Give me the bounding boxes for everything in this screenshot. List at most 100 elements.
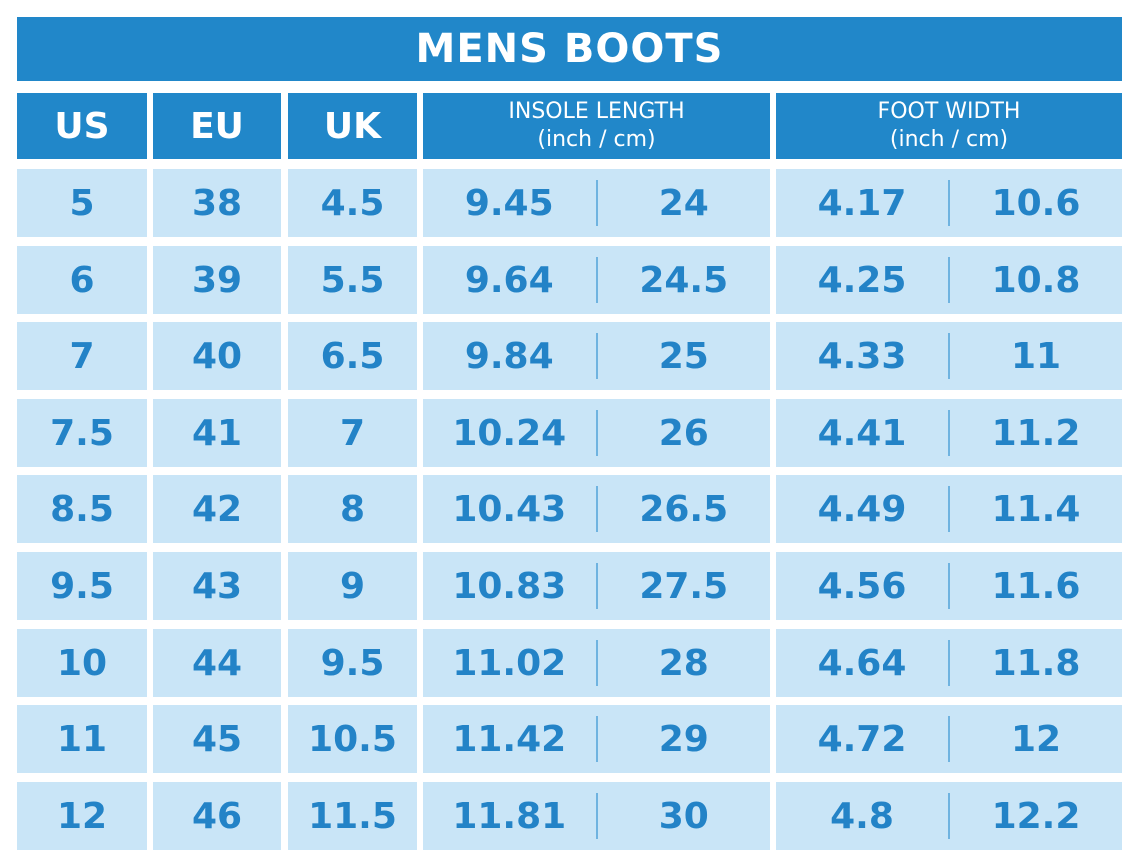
foot-width-cell: 4.49 11.4 — [776, 475, 1122, 543]
insole-length-cell: 10.83 27.5 — [423, 552, 770, 620]
insole-length-cm: 26 — [658, 412, 709, 454]
insole-length-cell: 10.43 26.5 — [423, 475, 770, 543]
insole-length-cell: 9.45 24 — [423, 169, 770, 237]
uk-size-cell: 7 — [288, 399, 417, 467]
header-us: US — [17, 93, 147, 159]
foot-width-divider — [948, 563, 950, 609]
foot-width-cell: 4.25 10.8 — [776, 246, 1122, 314]
foot-width-cell: 4.56 11.6 — [776, 552, 1122, 620]
foot-width-inch: 4.64 — [817, 642, 907, 684]
header-insole-length-title: INSOLE LENGTH — [508, 99, 685, 124]
foot-width-divider — [948, 716, 950, 762]
foot-width-inch: 4.41 — [817, 412, 907, 454]
us-size-cell: 5 — [17, 169, 147, 237]
insole-length-inch: 9.64 — [464, 259, 554, 301]
us-size-cell: 7.5 — [17, 399, 147, 467]
foot-width-cm: 12 — [1010, 718, 1062, 760]
header-foot-width-units: (inch / cm) — [889, 127, 1009, 152]
header-foot-width-title: FOOT WIDTH — [877, 99, 1021, 124]
insole-length-divider — [595, 486, 598, 532]
insole-length-cm: 24.5 — [639, 259, 729, 301]
insole-length-divider — [595, 410, 598, 456]
foot-width-inch: 4.17 — [817, 182, 907, 224]
insole-length-divider — [595, 333, 598, 379]
foot-width-cm: 10.6 — [991, 182, 1081, 224]
foot-width-cell: 4.41 11.2 — [776, 399, 1122, 467]
us-size-cell: 11 — [17, 705, 147, 773]
insole-length-inch: 11.02 — [452, 642, 567, 684]
us-size-cell: 9.5 — [17, 552, 147, 620]
uk-size-cell: 6.5 — [288, 322, 417, 390]
insole-length-cell: 9.84 25 — [423, 322, 770, 390]
insole-length-cm: 25 — [658, 335, 709, 377]
foot-width-divider — [948, 257, 950, 303]
foot-width-cell: 4.72 12 — [776, 705, 1122, 773]
foot-width-cm: 11.6 — [991, 565, 1081, 607]
us-size-cell: 12 — [17, 782, 147, 850]
foot-width-inch: 4.49 — [817, 488, 907, 530]
insole-length-divider — [595, 640, 598, 686]
insole-length-inch: 9.45 — [464, 182, 554, 224]
foot-width-cm: 10.8 — [991, 259, 1081, 301]
foot-width-cell: 4.8 12.2 — [776, 782, 1122, 850]
insole-length-divider — [595, 257, 598, 303]
uk-size-cell: 9 — [288, 552, 417, 620]
insole-length-divider — [595, 180, 598, 226]
foot-width-inch: 4.72 — [817, 718, 907, 760]
uk-size-cell: 8 — [288, 475, 417, 543]
insole-length-inch: 9.84 — [464, 335, 554, 377]
insole-length-inch: 10.83 — [452, 565, 567, 607]
insole-length-cell: 11.02 28 — [423, 629, 770, 697]
foot-width-cm: 11.8 — [991, 642, 1081, 684]
insole-length-cm: 29 — [658, 718, 709, 760]
uk-size-cell: 5.5 — [288, 246, 417, 314]
foot-width-inch: 4.33 — [817, 335, 907, 377]
foot-width-inch: 4.56 — [817, 565, 907, 607]
header-foot-width: FOOT WIDTH (inch / cm) — [776, 93, 1122, 159]
insole-length-cell: 9.64 24.5 — [423, 246, 770, 314]
foot-width-inch: 4.25 — [817, 259, 907, 301]
insole-length-cell: 11.42 29 — [423, 705, 770, 773]
foot-width-divider — [948, 180, 950, 226]
foot-width-cm: 11.2 — [991, 412, 1081, 454]
eu-size-cell: 43 — [153, 552, 281, 620]
header-insole-length: INSOLE LENGTH (inch / cm) — [423, 93, 770, 159]
foot-width-cell: 4.33 11 — [776, 322, 1122, 390]
eu-size-cell: 39 — [153, 246, 281, 314]
eu-size-cell: 46 — [153, 782, 281, 850]
foot-width-divider — [948, 793, 950, 839]
foot-width-cell: 4.64 11.8 — [776, 629, 1122, 697]
insole-length-inch: 11.81 — [452, 795, 567, 837]
uk-size-cell: 4.5 — [288, 169, 417, 237]
insole-length-cm: 28 — [658, 642, 709, 684]
eu-size-cell: 44 — [153, 629, 281, 697]
insole-length-inch: 10.24 — [452, 412, 567, 454]
uk-size-cell: 11.5 — [288, 782, 417, 850]
header-uk: UK — [288, 93, 417, 159]
us-size-cell: 6 — [17, 246, 147, 314]
foot-width-inch: 4.8 — [830, 795, 894, 837]
eu-size-cell: 45 — [153, 705, 281, 773]
foot-width-divider — [948, 640, 950, 686]
insole-length-cell: 11.81 30 — [423, 782, 770, 850]
foot-width-divider — [948, 486, 950, 532]
uk-size-cell: 9.5 — [288, 629, 417, 697]
foot-width-cm: 11.4 — [991, 488, 1081, 530]
eu-size-cell: 42 — [153, 475, 281, 543]
chart-title: MENS BOOTS — [17, 17, 1122, 81]
foot-width-cell: 4.17 10.6 — [776, 169, 1122, 237]
header-eu: EU — [153, 93, 281, 159]
us-size-cell: 8.5 — [17, 475, 147, 543]
eu-size-cell: 38 — [153, 169, 281, 237]
insole-length-divider — [595, 716, 598, 762]
us-size-cell: 10 — [17, 629, 147, 697]
eu-size-cell: 40 — [153, 322, 281, 390]
foot-width-cm: 12.2 — [991, 795, 1081, 837]
foot-width-divider — [948, 410, 950, 456]
insole-length-divider — [595, 793, 598, 839]
eu-size-cell: 41 — [153, 399, 281, 467]
uk-size-cell: 10.5 — [288, 705, 417, 773]
insole-length-inch: 11.42 — [452, 718, 567, 760]
insole-length-cell: 10.24 26 — [423, 399, 770, 467]
insole-length-divider — [595, 563, 598, 609]
